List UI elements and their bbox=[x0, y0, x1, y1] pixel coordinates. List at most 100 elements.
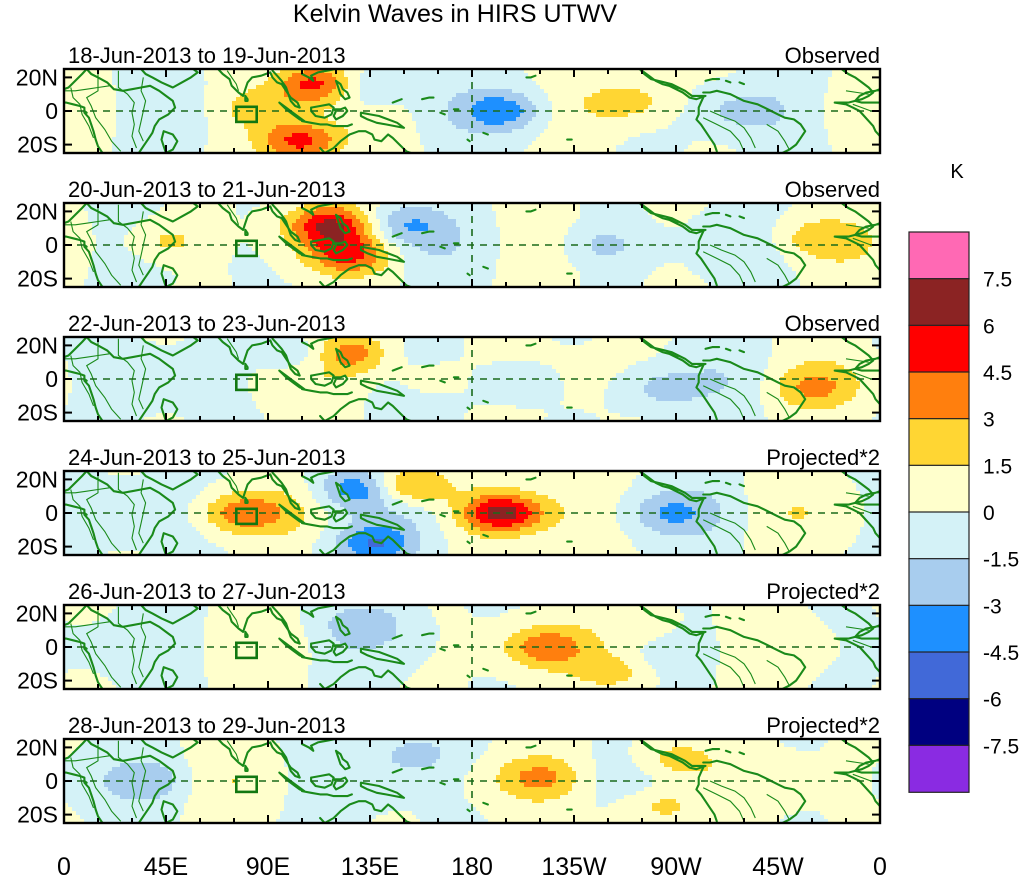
y-tick-label: 0 bbox=[45, 366, 58, 392]
study-box-marker bbox=[235, 373, 259, 392]
coastline bbox=[160, 398, 179, 421]
coastline bbox=[64, 69, 104, 153]
coastline bbox=[738, 617, 746, 622]
colorbar-band bbox=[908, 558, 970, 607]
coastline bbox=[300, 605, 338, 618]
panel-4: 20N 0 20S 24-Jun-2013 to 25-Jun-2013 Project… bbox=[16, 445, 882, 560]
study-box-marker bbox=[235, 105, 259, 124]
coastline bbox=[300, 337, 338, 350]
y-tick-label: 0 bbox=[45, 634, 58, 660]
coastline-overlay bbox=[64, 203, 880, 287]
coastline bbox=[310, 773, 335, 789]
y-tick-label: 20S bbox=[17, 534, 58, 560]
coastline bbox=[638, 605, 707, 637]
coastline-overlay bbox=[64, 69, 880, 153]
coastline bbox=[244, 496, 249, 504]
coastline bbox=[482, 399, 489, 404]
study-box-marker bbox=[235, 775, 259, 794]
panel-1: 20N 0 20S 18-Jun-2013 to 19-Jun-2013 Observe… bbox=[16, 43, 882, 158]
border-line bbox=[226, 472, 240, 493]
coastline bbox=[421, 498, 435, 503]
border-line bbox=[85, 608, 122, 688]
coastline bbox=[85, 471, 177, 555]
border-line bbox=[709, 244, 756, 283]
coastline bbox=[421, 632, 435, 637]
colorbar-band bbox=[908, 418, 970, 467]
panel-date-label: 18-Jun-2013 to 19-Jun-2013 bbox=[68, 43, 346, 68]
coastline bbox=[319, 666, 412, 689]
coastline bbox=[300, 739, 338, 752]
panel-date-label: 22-Jun-2013 to 23-Jun-2013 bbox=[68, 311, 346, 336]
y-tick-label: 20S bbox=[17, 668, 58, 694]
border-line bbox=[709, 378, 756, 417]
colorbar-tick-label: 0 bbox=[983, 502, 995, 525]
coastline bbox=[833, 203, 880, 272]
border-line bbox=[70, 87, 95, 139]
border-line bbox=[702, 519, 745, 554]
coastline bbox=[217, 69, 301, 109]
x-tick-label: 180 bbox=[451, 853, 493, 881]
y-tick-label: 20S bbox=[17, 266, 58, 292]
coastline bbox=[160, 666, 179, 689]
border-line bbox=[117, 472, 138, 551]
coastline bbox=[140, 203, 199, 223]
coastline bbox=[332, 106, 349, 121]
coastline bbox=[704, 212, 721, 216]
coastline bbox=[140, 337, 199, 357]
coastline bbox=[702, 223, 807, 287]
coastline bbox=[702, 89, 807, 153]
coastline bbox=[83, 109, 88, 114]
border-line bbox=[85, 72, 122, 152]
coastline bbox=[334, 347, 351, 369]
colorbar-band bbox=[908, 651, 970, 700]
coastline bbox=[724, 481, 732, 486]
coastline bbox=[525, 208, 537, 213]
coastline bbox=[421, 364, 435, 369]
coastline bbox=[310, 639, 335, 655]
coastline bbox=[525, 744, 537, 749]
coastline bbox=[359, 781, 406, 799]
coastline bbox=[525, 476, 537, 481]
coastline bbox=[160, 264, 179, 287]
coastline bbox=[704, 78, 721, 82]
colorbar-tick-label: -3 bbox=[983, 595, 1002, 618]
coastline bbox=[695, 766, 718, 823]
coastline-overlay bbox=[64, 471, 880, 555]
colorbar-tick-label: 7.5 bbox=[983, 269, 1012, 292]
coastline bbox=[704, 480, 721, 484]
colorbar-tick-label: 3 bbox=[983, 409, 995, 432]
y-tick-label: 20N bbox=[16, 198, 58, 224]
coastline bbox=[482, 533, 489, 538]
coastline bbox=[466, 808, 471, 813]
y-tick-label: 20S bbox=[17, 132, 58, 158]
border-line bbox=[766, 257, 790, 284]
border-line bbox=[64, 353, 110, 360]
coastline bbox=[300, 790, 353, 798]
border-line bbox=[85, 206, 122, 286]
coastline bbox=[359, 647, 406, 665]
border-line bbox=[70, 757, 95, 809]
colorbar-band bbox=[908, 511, 970, 560]
border-line bbox=[70, 221, 95, 273]
study-box-marker bbox=[235, 507, 259, 526]
coastline bbox=[439, 781, 446, 786]
coastline bbox=[391, 232, 403, 238]
coastline bbox=[217, 471, 301, 511]
colorbar-tick-label: 6 bbox=[983, 315, 995, 338]
border-line bbox=[709, 780, 756, 819]
border-line bbox=[852, 371, 872, 380]
coastline bbox=[724, 615, 732, 620]
panel-5: 20N 0 20S 26-Jun-2013 to 27-Jun-2013 Project… bbox=[16, 579, 882, 694]
border-line bbox=[117, 338, 138, 417]
x-axis-labels: 0 45E 90E 135E 180 135W 90W 45W 0 bbox=[57, 853, 887, 881]
colorbar-band bbox=[908, 604, 970, 653]
coastline bbox=[638, 203, 707, 235]
border-line bbox=[85, 742, 122, 822]
coastline bbox=[217, 605, 301, 645]
coastline bbox=[85, 203, 177, 287]
panel-stack: 20N 0 20S 18-Jun-2013 to 19-Jun-2013 Observe… bbox=[16, 43, 882, 828]
anomaly-field bbox=[64, 203, 880, 287]
coastline bbox=[833, 739, 880, 808]
colorbar-band bbox=[908, 464, 970, 513]
